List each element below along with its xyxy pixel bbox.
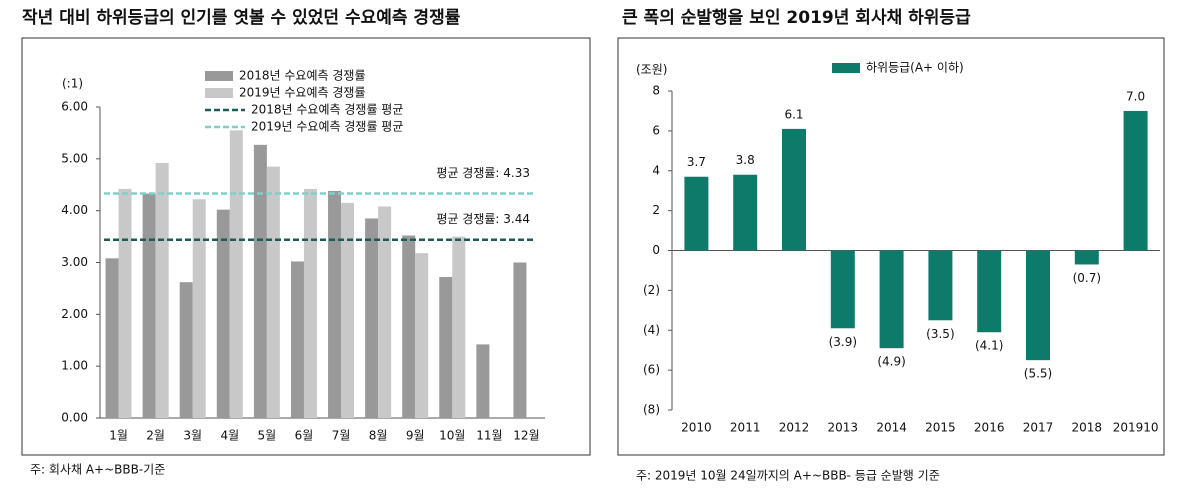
- bar: [684, 176, 709, 251]
- bar: [216, 209, 230, 418]
- y-tick-label: 8: [652, 84, 660, 98]
- bar: [378, 206, 392, 418]
- chart-title: 작년 대비 하위등급의 인기를 엿볼 수 있었던 수요예측 경쟁률: [22, 7, 461, 28]
- bar: [303, 188, 317, 418]
- bar: [977, 250, 1002, 333]
- y-tick-label: (4): [643, 323, 660, 337]
- x-tick-label: 7월: [332, 429, 351, 443]
- y-tick-label: 1.00: [61, 359, 88, 373]
- x-tick-label: 2월: [146, 429, 165, 443]
- bar: [118, 188, 132, 418]
- bar: [402, 235, 416, 418]
- bar: [1123, 110, 1148, 251]
- x-tick-label: 4월: [220, 429, 239, 443]
- bar: [179, 282, 193, 418]
- note: 주: 회사채 A+~BBB-기준: [30, 463, 165, 477]
- bar: [415, 253, 429, 418]
- y-tick-label: 4.00: [61, 203, 88, 217]
- bar: [229, 130, 243, 418]
- data-label: (0.7): [1073, 271, 1101, 285]
- legend-label: 2019년 수요예측 경쟁률 평균: [251, 120, 403, 134]
- x-tick-label: 2016: [974, 421, 1005, 435]
- bar: [782, 128, 806, 251]
- x-tick-label: 3월: [183, 429, 202, 443]
- bar: [328, 190, 342, 418]
- x-tick-label: 2018: [1072, 421, 1103, 435]
- y-tick-label: 6.00: [61, 100, 88, 114]
- bar: [733, 174, 758, 251]
- y-tick-label: 4: [652, 163, 660, 177]
- bar: [830, 250, 855, 329]
- bar: [290, 261, 304, 418]
- x-tick-label: 2015: [925, 421, 956, 435]
- y-tick-label: (8): [643, 403, 660, 417]
- bar: [879, 250, 904, 349]
- bar: [513, 262, 527, 418]
- data-label: (4.1): [975, 339, 1003, 353]
- y-tick-label: 6: [652, 123, 660, 137]
- bar: [142, 193, 156, 418]
- x-tick-label: 5월: [258, 429, 277, 443]
- bar: [192, 199, 206, 418]
- bar: [1026, 250, 1050, 361]
- frame: [21, 37, 591, 456]
- bar: [439, 277, 453, 418]
- data-label: 3.8: [736, 153, 755, 167]
- unit-label: (:1): [62, 77, 83, 91]
- bar: [365, 218, 379, 418]
- x-tick-label: 201910: [1113, 421, 1159, 435]
- legend-label: 2018년 수요예측 경쟁률 평균: [251, 103, 403, 117]
- bar: [928, 250, 953, 321]
- x-tick-label: 2011: [730, 421, 761, 435]
- note: 주: 2019년 10월 24일까지의 A+~BBB- 등급 순발행 기준: [636, 468, 940, 483]
- legend-swatch: [205, 71, 233, 81]
- y-tick-label: 0.00: [61, 411, 88, 425]
- x-tick-label: 6월: [295, 429, 314, 443]
- data-label: 6.1: [784, 107, 803, 121]
- chart-title: 큰 폭의 순발행을 보인 2019년 회사채 하위등급: [622, 8, 971, 28]
- x-tick-label: 2010: [681, 421, 712, 435]
- bar: [253, 144, 267, 419]
- bar: [452, 236, 466, 418]
- bar: [1074, 250, 1099, 265]
- x-tick-label: 12월: [513, 429, 539, 443]
- bar: [341, 202, 355, 418]
- bar: [266, 166, 280, 418]
- data-label: 7.0: [1126, 89, 1145, 103]
- data-label: 3.7: [687, 155, 706, 169]
- y-tick-label: (6): [643, 363, 660, 377]
- reference-label: 평균 경쟁률: 3.44: [436, 212, 530, 226]
- legend-swatch: [205, 88, 233, 98]
- y-tick-label: 0: [652, 243, 660, 257]
- legend-swatch: [832, 63, 860, 73]
- x-tick-label: 2012: [779, 421, 810, 435]
- x-tick-label: 2017: [1023, 421, 1054, 435]
- x-tick-label: 10월: [439, 429, 465, 443]
- reference-label: 평균 경쟁률: 4.33: [436, 166, 530, 180]
- y-tick-label: 2: [652, 203, 660, 217]
- unit-label: (조원): [636, 63, 667, 77]
- data-label: (4.9): [877, 355, 905, 369]
- x-tick-label: 11월: [476, 429, 502, 443]
- y-tick-label: (2): [643, 283, 660, 297]
- data-label: (3.5): [926, 327, 954, 341]
- legend-label: 2019년 수요예측 경쟁률: [239, 86, 366, 100]
- x-tick-label: 2013: [828, 421, 859, 435]
- y-tick-label: 2.00: [61, 307, 88, 321]
- x-tick-label: 2014: [876, 421, 907, 435]
- frame: [617, 37, 1165, 456]
- x-tick-label: 8월: [369, 429, 388, 443]
- x-tick-label: 1월: [109, 429, 128, 443]
- legend-label: 하위등급(A+ 이하): [866, 61, 964, 75]
- legend-label: 2018년 수요예측 경쟁률: [239, 69, 366, 83]
- bar: [476, 344, 490, 418]
- y-tick-label: 3.00: [61, 255, 88, 269]
- bar: [105, 258, 119, 418]
- y-tick-label: 5.00: [61, 151, 88, 165]
- bar: [155, 162, 169, 418]
- data-label: (3.9): [829, 335, 857, 349]
- data-label: (5.5): [1024, 367, 1052, 381]
- x-tick-label: 9월: [406, 429, 425, 443]
